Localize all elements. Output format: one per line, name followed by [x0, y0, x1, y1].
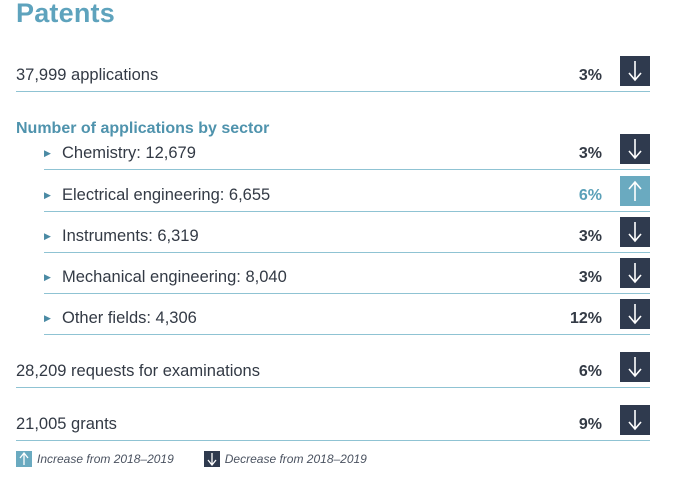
arrow-down-icon: [620, 405, 650, 435]
legend: Increase from 2018–2019 Decrease from 20…: [16, 450, 397, 468]
sector-label: Mechanical engineering: 8,040: [62, 268, 287, 286]
section-heading: Number of applications by sector: [16, 120, 270, 137]
applications-row: 37,999 applications 3%: [16, 56, 650, 92]
sector-label: Chemistry: 12,679: [62, 144, 196, 162]
legend-decrease-label: Decrease from 2018–2019: [224, 452, 367, 466]
examinations-percent: 6%: [578, 363, 602, 380]
legend-decrease: Decrease from 2018–2019: [203, 451, 367, 467]
arrow-down-icon: [620, 56, 650, 86]
page-title: Patents: [16, 0, 115, 28]
sector-row-chemistry: ▶ Chemistry: 12,679 3%: [44, 134, 650, 170]
triangle-right-icon: ▶: [44, 148, 51, 158]
arrow-down-icon: [203, 451, 220, 467]
sector-row-electrical-engineering: ▶ Electrical engineering: 6,655 6%: [44, 176, 650, 212]
legend-increase-label: Increase from 2018–2019: [37, 452, 174, 466]
arrow-down-icon: [620, 258, 650, 288]
sector-percent: 6%: [578, 187, 602, 204]
sector-percent: 3%: [578, 228, 602, 245]
sector-percent: 3%: [578, 269, 602, 286]
sector-label: Instruments: 6,319: [62, 227, 199, 245]
arrow-up-icon: [620, 176, 650, 206]
grants-label: 21,005 grants: [16, 415, 117, 433]
sector-row-instruments: ▶ Instruments: 6,319 3%: [44, 217, 650, 253]
arrow-down-icon: [620, 217, 650, 247]
applications-percent: 3%: [578, 67, 602, 84]
triangle-right-icon: ▶: [44, 231, 51, 241]
sector-percent: 3%: [578, 145, 602, 162]
triangle-right-icon: ▶: [44, 272, 51, 282]
sector-row-other-fields: ▶ Other fields: 4,306 12%: [44, 299, 650, 335]
grants-percent: 9%: [578, 416, 602, 433]
arrow-down-icon: [620, 134, 650, 164]
legend-increase: Increase from 2018–2019: [16, 451, 174, 467]
applications-label: 37,999 applications: [16, 66, 159, 84]
arrow-down-icon: [620, 299, 650, 329]
sector-percent: 12%: [569, 310, 602, 327]
examinations-label: 28,209 requests for examinations: [16, 362, 260, 380]
sector-label: Electrical engineering: 6,655: [62, 186, 271, 204]
sector-row-mechanical-engineering: ▶ Mechanical engineering: 8,040 3%: [44, 258, 650, 294]
arrow-up-icon: [16, 451, 32, 467]
triangle-right-icon: ▶: [44, 190, 51, 200]
arrow-down-icon: [620, 352, 650, 382]
sector-label: Other fields: 4,306: [62, 309, 197, 327]
triangle-right-icon: ▶: [44, 313, 51, 323]
grants-row: 21,005 grants 9%: [16, 405, 650, 441]
examinations-row: 28,209 requests for examinations 6%: [16, 352, 650, 388]
